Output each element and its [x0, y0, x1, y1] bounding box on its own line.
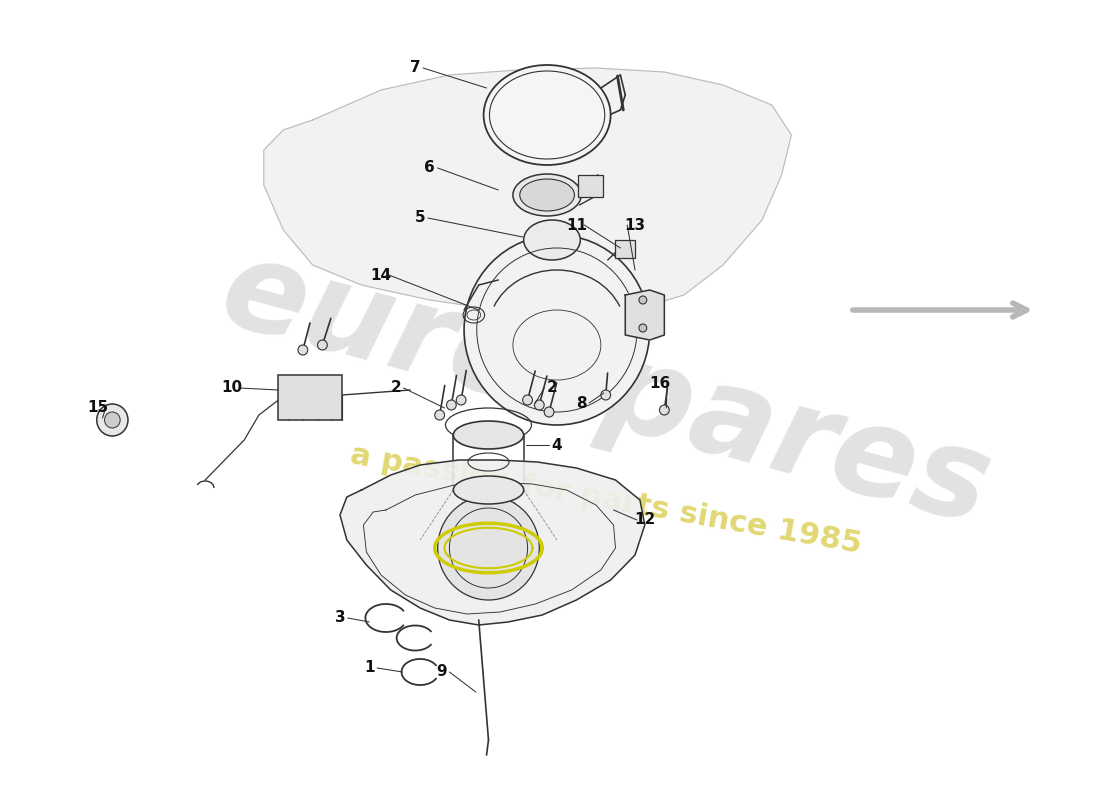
Text: 3: 3	[334, 610, 345, 626]
Text: 13: 13	[625, 218, 646, 233]
Polygon shape	[625, 290, 664, 340]
Bar	[579, 175, 603, 197]
Circle shape	[438, 496, 539, 600]
Text: 2: 2	[547, 381, 558, 395]
Polygon shape	[340, 460, 645, 625]
Circle shape	[434, 410, 444, 420]
Bar	[278, 375, 342, 420]
Circle shape	[660, 405, 669, 415]
Text: 8: 8	[576, 395, 586, 410]
Bar	[616, 240, 635, 258]
Ellipse shape	[453, 421, 524, 449]
Circle shape	[601, 390, 610, 400]
Text: 7: 7	[410, 61, 420, 75]
Ellipse shape	[484, 65, 610, 165]
Text: 2: 2	[390, 381, 402, 395]
Circle shape	[104, 412, 120, 428]
Circle shape	[298, 345, 308, 355]
Text: eurospares: eurospares	[208, 230, 1003, 550]
Circle shape	[535, 400, 544, 410]
Ellipse shape	[453, 476, 524, 504]
Circle shape	[447, 400, 456, 410]
Circle shape	[639, 296, 647, 304]
Text: 1: 1	[364, 661, 374, 675]
Text: a passion for parts since 1985: a passion for parts since 1985	[348, 441, 864, 559]
Text: 11: 11	[565, 218, 587, 233]
Text: 6: 6	[425, 161, 436, 175]
Circle shape	[318, 340, 328, 350]
Ellipse shape	[520, 179, 574, 211]
Ellipse shape	[524, 220, 581, 260]
Circle shape	[456, 395, 466, 405]
Text: 9: 9	[437, 665, 447, 679]
Text: 5: 5	[415, 210, 426, 226]
Text: 14: 14	[371, 267, 392, 282]
Circle shape	[522, 395, 532, 405]
Circle shape	[97, 404, 128, 436]
Text: 16: 16	[649, 375, 670, 390]
Circle shape	[544, 407, 554, 417]
Text: 15: 15	[87, 401, 108, 415]
Ellipse shape	[513, 174, 581, 216]
Polygon shape	[264, 68, 791, 315]
Text: 12: 12	[635, 513, 656, 527]
Circle shape	[639, 324, 647, 332]
Text: 10: 10	[221, 381, 242, 395]
Circle shape	[464, 235, 650, 425]
Text: 4: 4	[551, 438, 562, 453]
